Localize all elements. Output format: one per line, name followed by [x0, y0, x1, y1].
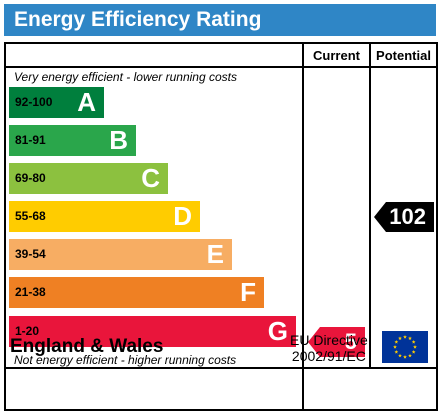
band-letter: B [109, 125, 128, 155]
eu-star-icon [411, 350, 416, 354]
potential-rating-arrow: 102 [374, 202, 434, 232]
band-letter: F [240, 277, 256, 307]
arrow-shape [374, 202, 434, 232]
band-letter: A [77, 87, 96, 117]
potential-column-divider [369, 44, 371, 367]
rating-chart-frame: Current Potential Very energy efficient … [4, 42, 438, 411]
eu-star-icon [403, 335, 407, 339]
header-divider [6, 66, 436, 68]
eu-star-icon [408, 336, 412, 340]
eu-star-icon [408, 353, 412, 358]
directive-line-2: 2002/91/EC [291, 348, 366, 364]
region-label: England & Wales [10, 336, 164, 357]
band-range: 81-91 [15, 133, 46, 147]
band-letter: C [141, 163, 160, 193]
band-d: 55-68 D [9, 201, 200, 232]
bottom-note: Not energy efficient - higher running co… [14, 353, 237, 367]
column-header-potential: Potential [376, 48, 431, 63]
band-range: 1-20 [15, 324, 40, 338]
eu-star-icon [398, 336, 402, 340]
band-range: 92-100 [15, 95, 53, 109]
band-letter: G [267, 316, 288, 346]
band-f: 21-38 F [9, 277, 264, 308]
band-e: 39-54 E [9, 239, 232, 270]
current-rating-value: 5 [344, 329, 357, 354]
eu-star-icon [393, 345, 397, 349]
eu-directive: EU Directive 2002/91/EC [290, 332, 368, 364]
eu-star-icon [411, 340, 416, 344]
band-letter: D [173, 201, 192, 231]
title-bar: Energy Efficiency Rating [4, 4, 436, 36]
band-a: 92-100 A [9, 87, 104, 118]
band-b: 81-91 B [9, 125, 136, 156]
band-range: 55-68 [15, 209, 46, 223]
band-range: 69-80 [15, 171, 46, 185]
band-letter: E [206, 239, 224, 269]
eu-star-icon [394, 340, 399, 344]
eu-star-icon [398, 353, 402, 358]
potential-rating-value: 102 [389, 204, 426, 229]
top-note: Very energy efficient - lower running co… [14, 70, 237, 84]
eu-star-icon [413, 345, 417, 349]
current-column-divider [302, 44, 304, 409]
eu-star-icon [403, 355, 407, 359]
band-range: 21-38 [15, 285, 46, 299]
footer-divider [6, 367, 436, 369]
directive-line-1: EU Directive [290, 332, 368, 348]
page-title: Energy Efficiency Rating [14, 8, 262, 31]
band-g: 1-20 G [9, 316, 296, 347]
band-c: 69-80 C [9, 163, 168, 194]
arrow-shape [308, 327, 365, 357]
column-header-current: Current [313, 48, 360, 63]
eu-flag-icon [382, 331, 428, 363]
band-range: 39-54 [15, 247, 46, 261]
current-rating-arrow: 5 [308, 327, 365, 357]
eu-star-icon [394, 350, 399, 354]
